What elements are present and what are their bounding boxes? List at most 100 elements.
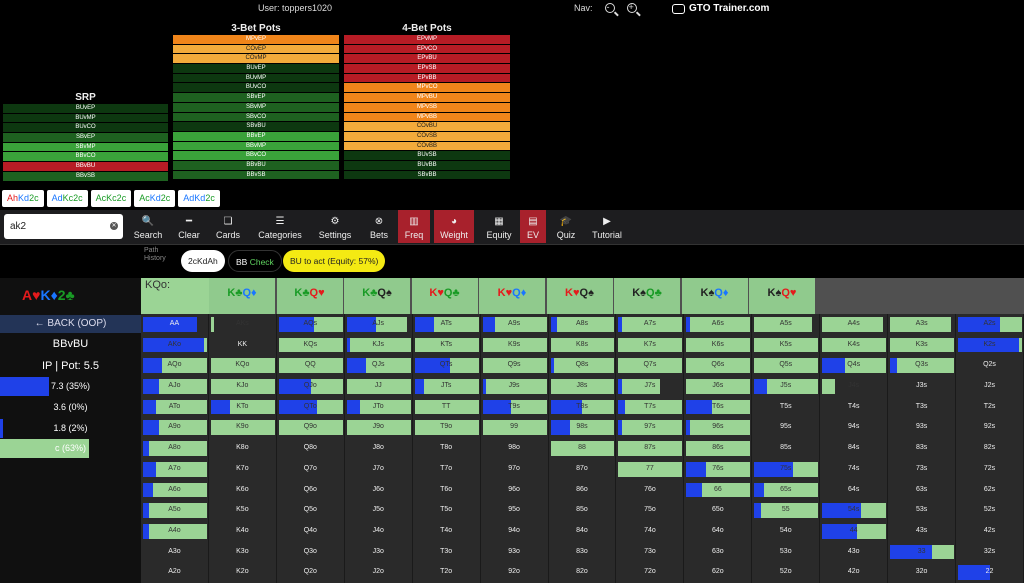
grid-cell-k5o[interactable]: K5o (208, 500, 277, 521)
grid-cell-t5o[interactable]: T5o (412, 500, 481, 521)
combo-header-cell[interactable]: K♣Q♥ (276, 278, 343, 314)
grid-cell-kjs[interactable]: KJs (344, 334, 413, 356)
grid-cell-86s[interactable]: 86s (684, 438, 753, 459)
grid-cell-64o[interactable]: 64o (684, 520, 753, 542)
grid-cell-a7o[interactable]: A7o (141, 458, 209, 480)
pot-buvep[interactable]: BUvEP (3, 104, 168, 113)
grid-cell-qjs[interactable]: QJs (344, 355, 413, 377)
grid-cell-82o[interactable]: 82o (548, 562, 617, 583)
grid-cell-k8s[interactable]: K8s (548, 334, 617, 356)
grid-cell-q4o[interactable]: Q4o (276, 520, 345, 542)
grid-cell-kqo[interactable]: KQo (208, 355, 277, 377)
grid-cell-q2s[interactable]: Q2s (956, 355, 1024, 377)
pot-epvsb[interactable]: EPvSB (344, 64, 510, 73)
grid-cell-j5o[interactable]: J5o (344, 500, 413, 521)
grid-cell-t4o[interactable]: T4o (412, 520, 481, 542)
grid-cell-t2s[interactable]: T2s (956, 396, 1024, 418)
search-input[interactable]: ak2 ✕ (4, 214, 123, 239)
pot-mpvbu[interactable]: MPvBU (344, 93, 510, 102)
pot-bbvbu[interactable]: BBvBU (173, 160, 339, 170)
pot-epvbb[interactable]: EPvBB (344, 73, 510, 83)
grid-cell-j8o[interactable]: J8o (344, 438, 413, 459)
grid-cell-62s[interactable]: 62s (956, 479, 1024, 501)
grid-cell-aqo[interactable]: AQo (141, 355, 209, 377)
grid-cell-t9o[interactable]: T9o (412, 417, 481, 439)
grid-cell-77[interactable]: 77 (616, 458, 685, 480)
grid-cell-76o[interactable]: 76o (616, 479, 685, 501)
selected-hand-header[interactable]: KQo: (141, 278, 209, 314)
grid-cell-j2o[interactable]: J2o (344, 562, 413, 583)
grid-cell-q6o[interactable]: Q6o (276, 479, 345, 501)
grid-cell-63o[interactable]: 63o (684, 541, 753, 563)
grid-cell-t7s[interactable]: T7s (616, 396, 685, 418)
grid-cell-a3o[interactable]: A3o (141, 541, 209, 563)
grid-cell-t4s[interactable]: T4s (820, 396, 889, 418)
pot-covbb[interactable]: COvBB (344, 141, 510, 151)
board-tag[interactable]: AdKc2c (46, 190, 88, 207)
pot-bbvep[interactable]: BBvEP (173, 131, 339, 141)
grid-cell-85s[interactable]: 85s (752, 438, 821, 459)
grid-cell-t6s[interactable]: T6s (684, 396, 753, 418)
grid-cell-a6s[interactable]: A6s (684, 314, 753, 335)
path-step-current[interactable]: BU to act (Equity: 57%) (283, 250, 386, 272)
grid-cell-96o[interactable]: 96o (480, 479, 549, 501)
brand-logo[interactable]: GTO Trainer.com (672, 3, 769, 14)
grid-cell-q5o[interactable]: Q5o (276, 500, 345, 521)
grid-cell-a3s[interactable]: A3s (888, 314, 957, 335)
bets-button[interactable]: ⊗ Bets (364, 210, 394, 243)
action-row[interactable]: c (63%) (0, 439, 141, 458)
grid-cell-83o[interactable]: 83o (548, 541, 617, 563)
pot-bbvco[interactable]: BBvCO (173, 151, 339, 160)
grid-cell-65s[interactable]: 65s (752, 479, 821, 501)
grid-cell-q5s[interactable]: Q5s (752, 355, 821, 377)
pot-bbvbu[interactable]: BBvBU (3, 162, 168, 171)
grid-cell-75o[interactable]: 75o (616, 500, 685, 521)
grid-cell-52o[interactable]: 52o (752, 562, 821, 583)
pot-buvbb[interactable]: BUvBB (344, 160, 510, 170)
grid-cell-a8o[interactable]: A8o (141, 438, 209, 459)
pot-sbvbu[interactable]: SBvBU (173, 122, 339, 131)
grid-cell-82s[interactable]: 82s (956, 438, 1024, 459)
clear-search-icon[interactable]: ✕ (110, 222, 118, 230)
grid-cell-k6o[interactable]: K6o (208, 479, 277, 501)
grid-cell-t2o[interactable]: T2o (412, 562, 481, 583)
grid-cell-k2s[interactable]: K2s (956, 334, 1024, 356)
grid-cell-kqs[interactable]: KQs (276, 334, 345, 356)
grid-cell-k9s[interactable]: K9s (480, 334, 549, 356)
grid-cell-98o[interactable]: 98o (480, 438, 549, 459)
settings-button[interactable]: ⚙ Settings (315, 210, 355, 243)
pot-buvsb[interactable]: BUvSB (344, 151, 510, 160)
grid-cell-a5o[interactable]: A5o (141, 500, 209, 521)
grid-cell-72s[interactable]: 72s (956, 458, 1024, 480)
grid-cell-94o[interactable]: 94o (480, 520, 549, 542)
grid-cell-k9o[interactable]: K9o (208, 417, 277, 439)
grid-cell-j4o[interactable]: J4o (344, 520, 413, 542)
pot-buvco[interactable]: BUvCO (173, 83, 339, 93)
pot-covsb[interactable]: COvSB (344, 131, 510, 141)
pot-sbvmp[interactable]: SBvMP (3, 142, 168, 152)
weight-button[interactable]: ◕ Weight (434, 210, 474, 243)
action-row[interactable]: 1.8 (2%) (0, 419, 141, 438)
grid-cell-q3s[interactable]: Q3s (888, 355, 957, 377)
grid-cell-j8s[interactable]: J8s (548, 376, 617, 397)
grid-cell-ats[interactable]: ATs (412, 314, 481, 335)
board-tag[interactable]: AcKd2c (134, 190, 176, 207)
combo-header-cell[interactable]: K♣Q♦ (209, 278, 275, 314)
grid-cell-84o[interactable]: 84o (548, 520, 617, 542)
grid-cell-87s[interactable]: 87s (616, 438, 685, 459)
grid-cell-55[interactable]: 55 (752, 500, 821, 521)
grid-cell-83s[interactable]: 83s (888, 438, 957, 459)
grid-cell-93s[interactable]: 93s (888, 417, 957, 439)
grid-cell-t5s[interactable]: T5s (752, 396, 821, 418)
grid-cell-53s[interactable]: 53s (888, 500, 957, 521)
grid-cell-a2o[interactable]: A2o (141, 562, 209, 583)
grid-cell-q8o[interactable]: Q8o (276, 438, 345, 459)
combo-header-cell[interactable]: K♥Q♠ (546, 278, 613, 314)
pot-mpvep[interactable]: MPvEP (173, 35, 339, 44)
grid-cell-t6o[interactable]: T6o (412, 479, 481, 501)
equity-button[interactable]: ▦ Equity (481, 210, 517, 243)
grid-cell-44[interactable]: 44 (820, 520, 889, 542)
pot-bbvsb[interactable]: BBvSB (173, 170, 339, 180)
grid-cell-qts[interactable]: QTs (412, 355, 481, 377)
zoom-in-icon[interactable]: + (626, 2, 637, 13)
